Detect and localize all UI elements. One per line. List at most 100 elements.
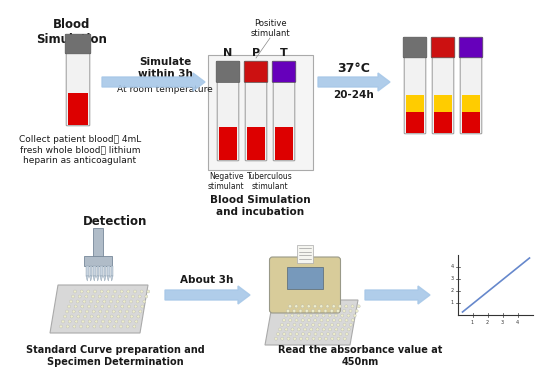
Circle shape	[68, 320, 71, 323]
Circle shape	[349, 309, 352, 312]
Circle shape	[145, 295, 148, 298]
Circle shape	[320, 319, 323, 322]
Circle shape	[73, 325, 76, 328]
Circle shape	[66, 325, 69, 328]
Circle shape	[316, 328, 319, 331]
Circle shape	[133, 290, 137, 293]
Circle shape	[104, 315, 106, 318]
Circle shape	[322, 314, 325, 317]
FancyArrow shape	[165, 286, 250, 304]
Circle shape	[318, 337, 321, 340]
Text: 3: 3	[501, 320, 504, 325]
Circle shape	[105, 295, 108, 298]
Circle shape	[351, 319, 354, 322]
Circle shape	[87, 290, 90, 293]
Circle shape	[110, 315, 113, 318]
Circle shape	[337, 323, 340, 326]
Text: Collect patient blood： 4mL
fresh whole blood， lithium
heparin as anticoagulant: Collect patient blood： 4mL fresh whole b…	[19, 135, 141, 165]
Circle shape	[295, 305, 298, 308]
Circle shape	[301, 305, 304, 308]
Circle shape	[68, 305, 71, 308]
Circle shape	[138, 295, 141, 298]
Bar	[247, 127, 265, 160]
FancyBboxPatch shape	[460, 56, 482, 134]
Bar	[100, 266, 102, 276]
Circle shape	[117, 315, 120, 318]
Polygon shape	[104, 276, 106, 281]
Circle shape	[100, 325, 102, 328]
Circle shape	[93, 325, 96, 328]
Circle shape	[116, 300, 119, 303]
Circle shape	[322, 328, 325, 331]
Circle shape	[127, 290, 130, 293]
Circle shape	[94, 305, 97, 308]
Circle shape	[347, 328, 350, 331]
Circle shape	[87, 305, 91, 308]
Circle shape	[337, 337, 340, 340]
Circle shape	[121, 305, 124, 308]
Circle shape	[63, 315, 67, 318]
Circle shape	[112, 310, 115, 313]
Bar	[93, 266, 96, 276]
Circle shape	[283, 333, 286, 336]
Circle shape	[349, 323, 352, 326]
Circle shape	[76, 300, 79, 303]
Text: 4: 4	[450, 265, 454, 269]
Circle shape	[312, 323, 315, 326]
Text: 1: 1	[450, 301, 454, 305]
Circle shape	[312, 337, 315, 340]
Circle shape	[281, 323, 283, 326]
Circle shape	[316, 314, 319, 317]
Circle shape	[355, 309, 358, 312]
Circle shape	[83, 315, 86, 318]
Circle shape	[132, 310, 135, 313]
FancyBboxPatch shape	[404, 56, 426, 134]
FancyBboxPatch shape	[245, 81, 267, 161]
Circle shape	[328, 314, 332, 317]
Bar	[104, 266, 106, 276]
Circle shape	[106, 325, 109, 328]
Circle shape	[324, 309, 327, 312]
Circle shape	[94, 290, 96, 293]
FancyBboxPatch shape	[431, 37, 455, 58]
Bar	[208, 55, 313, 170]
Polygon shape	[107, 276, 110, 281]
Circle shape	[304, 314, 306, 317]
Circle shape	[339, 333, 342, 336]
Text: Blood Simulation
and incubation: Blood Simulation and incubation	[209, 195, 310, 217]
Circle shape	[299, 309, 302, 312]
Circle shape	[314, 333, 317, 336]
FancyBboxPatch shape	[216, 61, 240, 82]
Text: 3: 3	[450, 276, 454, 282]
Circle shape	[326, 333, 329, 336]
Circle shape	[339, 319, 342, 322]
Circle shape	[99, 310, 102, 313]
Text: 1: 1	[471, 320, 474, 325]
Circle shape	[291, 314, 294, 317]
Circle shape	[314, 319, 317, 322]
Circle shape	[305, 309, 308, 312]
Circle shape	[300, 337, 302, 340]
Polygon shape	[50, 285, 148, 333]
Circle shape	[297, 328, 300, 331]
Circle shape	[73, 290, 77, 293]
Circle shape	[83, 300, 86, 303]
Circle shape	[88, 320, 91, 323]
Bar	[287, 267, 323, 289]
Bar	[406, 112, 424, 133]
Circle shape	[96, 300, 99, 303]
Circle shape	[318, 323, 321, 326]
Circle shape	[103, 300, 106, 303]
Text: Blood
Simulation: Blood Simulation	[36, 18, 108, 46]
Circle shape	[114, 305, 117, 308]
Circle shape	[72, 310, 75, 313]
Text: P: P	[252, 48, 260, 58]
Circle shape	[86, 310, 88, 313]
Bar	[96, 266, 99, 276]
Text: 2: 2	[486, 320, 489, 325]
Circle shape	[307, 319, 310, 322]
Text: Tuberculous
stimulant: Tuberculous stimulant	[247, 172, 293, 191]
Polygon shape	[100, 276, 102, 281]
Bar	[297, 245, 313, 263]
Circle shape	[107, 290, 110, 293]
